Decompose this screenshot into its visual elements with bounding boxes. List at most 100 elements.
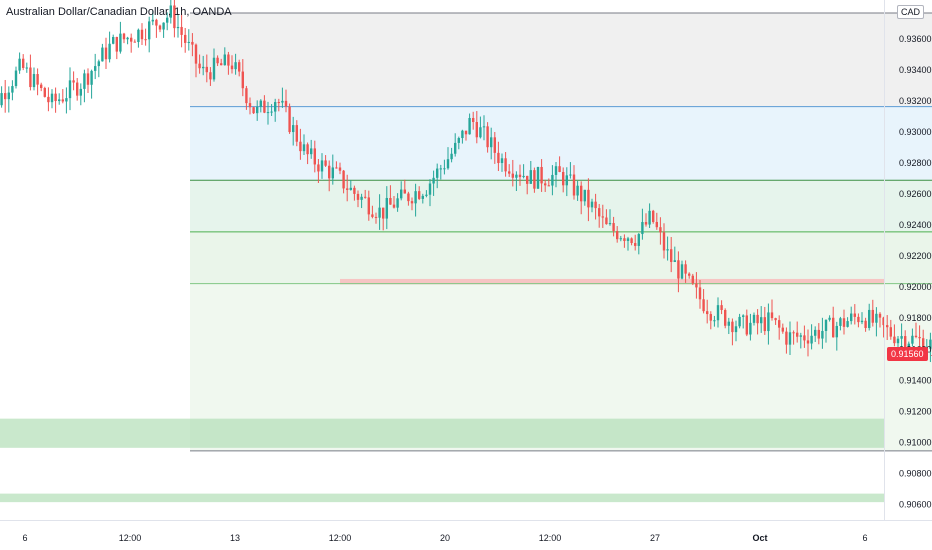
candle-body-125 (428, 183, 432, 195)
candle-body-72 (238, 62, 241, 72)
candle-body-74 (245, 88, 248, 104)
price-axis[interactable]: 0.906000.908000.910000.912000.914000.916… (884, 0, 932, 520)
candle-body-58 (187, 41, 190, 43)
candle-body-147 (508, 171, 511, 174)
candle-body-224 (785, 331, 788, 345)
candle-body-144 (497, 152, 500, 164)
candle-body-256 (900, 336, 903, 339)
candle-body-59 (191, 41, 194, 45)
candle-body-152 (526, 175, 529, 184)
candle-body-92 (310, 148, 313, 155)
candle-body-43 (133, 41, 136, 43)
candle-body-81 (270, 111, 273, 113)
candle-body-16 (36, 74, 39, 85)
candle-body-174 (605, 217, 608, 225)
price-tick-label: 0.91800 (899, 313, 932, 323)
candle-body-150 (518, 174, 522, 178)
candle-body-242 (850, 313, 853, 322)
candle-body-42 (130, 37, 133, 42)
candle-body-166 (576, 185, 579, 196)
time-tick-label: 12:00 (329, 533, 352, 543)
candle-body-187 (652, 210, 655, 222)
candle-body-96 (324, 160, 327, 166)
candle-body-177 (616, 231, 619, 240)
candle-body-126 (432, 177, 435, 184)
candles-layer (0, 0, 932, 363)
candle-body-169 (587, 189, 590, 208)
candle-body-52 (166, 17, 169, 23)
candle-body-231 (810, 335, 813, 344)
fib-zone-0 (190, 13, 932, 107)
candle-body-56 (180, 26, 183, 35)
candle-body-45 (140, 29, 144, 40)
time-tick-label: 12:00 (119, 533, 142, 543)
price-tick-label: 0.92600 (899, 189, 932, 199)
candle-body-31 (90, 70, 93, 85)
time-axis[interactable]: 612:001312:002012:0027Oct612:001112:0018… (0, 520, 932, 544)
candle-body-191 (666, 249, 669, 251)
support-zone-0 (0, 418, 884, 448)
candle-body-75 (248, 103, 252, 108)
candle-body-110 (374, 216, 378, 218)
candle-body-211 (738, 316, 741, 327)
candle-body-168 (583, 189, 586, 202)
candle-body-123 (421, 195, 424, 199)
candle-body-106 (360, 196, 363, 200)
candle-body-13 (25, 67, 28, 69)
candle-body-17 (40, 84, 43, 89)
candle-body-230 (806, 340, 810, 344)
candle-body-178 (619, 238, 622, 240)
candle-body-22 (58, 99, 61, 102)
candle-body-192 (670, 249, 673, 262)
candle-body-205 (716, 305, 720, 321)
time-tick-label: 20 (440, 533, 450, 543)
candle-body-158 (547, 185, 550, 187)
candle-body-44 (137, 29, 140, 43)
price-tick-label: 0.91200 (899, 406, 932, 416)
candle-body-145 (500, 158, 504, 164)
currency-label[interactable]: CAD (896, 5, 924, 19)
candle-body-112 (382, 207, 385, 219)
candle-body-91 (306, 144, 309, 155)
candle-body-194 (677, 260, 680, 279)
candle-body-24 (65, 98, 68, 102)
price-tick-label: 0.92000 (899, 282, 932, 292)
candle-body-70 (230, 65, 234, 70)
candle-body-12 (22, 58, 25, 68)
candle-body-98 (331, 167, 334, 179)
candle-body-138 (475, 122, 478, 138)
time-tick-label: 6 (862, 533, 867, 543)
candle-body-179 (623, 238, 626, 241)
candle-body-208 (727, 321, 730, 326)
price-tick-label: 0.93400 (899, 65, 932, 75)
candle-body-82 (274, 102, 277, 112)
candle-body-186 (648, 210, 651, 225)
candle-body-190 (662, 232, 666, 251)
candle-body-185 (644, 222, 648, 225)
candle-body-134 (461, 130, 464, 139)
candle-body-199 (695, 283, 698, 288)
candle-body-204 (713, 320, 716, 322)
candle-body-130 (446, 159, 450, 169)
candle-body-93 (313, 148, 316, 165)
candle-body-85 (284, 100, 288, 107)
candle-body-133 (457, 138, 460, 143)
candle-body-61 (198, 63, 201, 69)
candle-body-171 (594, 201, 597, 209)
candle-body-219 (767, 312, 770, 332)
candle-body-78 (259, 100, 262, 107)
candle-body-233 (817, 329, 820, 339)
candle-body-201 (702, 299, 705, 312)
candle-body-101 (342, 170, 345, 189)
price-tick-label: 0.90600 (899, 499, 932, 509)
candle-body-225 (788, 332, 792, 345)
candle-body-25 (68, 80, 72, 99)
candle-body-221 (774, 318, 777, 321)
candle-body-252 (886, 325, 889, 328)
candle-body-99 (335, 167, 338, 169)
candle-body-241 (846, 321, 849, 327)
candle-body-239 (839, 318, 842, 326)
candle-body-244 (857, 316, 860, 323)
